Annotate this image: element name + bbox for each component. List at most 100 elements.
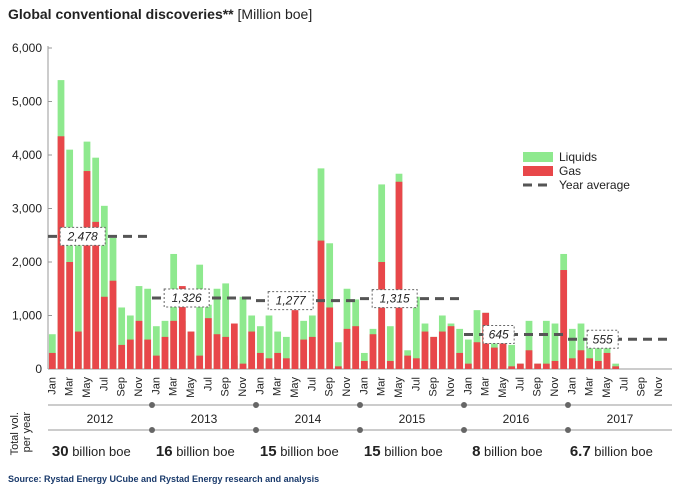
volume-divider-dot: [149, 427, 155, 433]
volume-number: 15: [260, 443, 277, 460]
x-tick-label: Jan: [254, 377, 266, 395]
bar-gas: [57, 136, 65, 369]
x-tick-label: Nov: [445, 377, 457, 397]
bar-gas: [378, 262, 386, 369]
bar-gas: [490, 347, 498, 369]
x-tick-label: Mar: [272, 377, 284, 396]
bar-liquids: [334, 342, 342, 369]
x-tick-label: May: [393, 377, 405, 398]
bar-gas: [412, 358, 420, 369]
bar-gas: [464, 363, 472, 369]
volume-label: 16 billion boe: [156, 443, 235, 460]
volume-label: 6.7 billion boe: [570, 443, 653, 460]
bar-liquids: [265, 315, 273, 369]
year-average-box: [59, 226, 106, 246]
year-average-label: 645: [489, 327, 509, 341]
bar-gas: [525, 350, 533, 369]
volume-unit: billion boe: [591, 444, 653, 459]
year-average-label: 555: [593, 332, 613, 346]
bar-liquids: [473, 310, 481, 369]
year-average-box: [163, 288, 210, 308]
x-tick-label: May: [497, 377, 509, 398]
x-tick-label: Jul: [98, 377, 110, 391]
y-tick-label: 5,000: [12, 95, 42, 109]
bar-liquids: [525, 320, 533, 369]
bar-gas: [542, 363, 550, 369]
x-tick-label: Nov: [341, 377, 353, 397]
volume-number: 8: [472, 443, 480, 460]
bar-gas: [126, 339, 134, 369]
bar-liquids: [118, 307, 126, 369]
x-tick-label: Mar: [64, 377, 76, 396]
bar-gas: [248, 331, 256, 369]
bar-liquids: [274, 331, 282, 369]
volume-label: 30 billion boe: [52, 443, 131, 460]
x-tick-label: Jan: [150, 377, 162, 395]
legend-label-gas: Gas: [559, 164, 581, 178]
year-label: 2016: [503, 412, 530, 426]
bar-gas: [352, 326, 360, 369]
source-note: Source: Rystad Energy UCube and Rystad E…: [8, 474, 320, 484]
y-tick-label: 4,000: [12, 148, 42, 162]
bar-gas: [534, 363, 542, 369]
bar-liquids: [222, 283, 230, 369]
bar-gas: [222, 336, 230, 369]
x-tick-label: Mar: [480, 377, 492, 396]
bar-gas: [612, 366, 620, 369]
year-label: 2015: [399, 412, 426, 426]
bar-gas: [516, 363, 524, 369]
x-tick-label: Nov: [237, 377, 249, 397]
bar-liquids: [508, 344, 516, 369]
x-tick-label: May: [601, 377, 613, 398]
x-tick-label: Jan: [566, 377, 578, 395]
x-tick-label: May: [81, 377, 93, 398]
year-average-label: 1,326: [172, 291, 202, 305]
bar-liquids: [196, 264, 204, 369]
legend-label-liquids: Liquids: [559, 150, 597, 164]
volume-divider-dot: [461, 427, 467, 433]
bar-gas: [386, 360, 394, 369]
year-average-label: 1,315: [380, 292, 410, 306]
bar-gas: [369, 334, 377, 369]
bar-liquids: [213, 288, 221, 369]
x-tick-label: Mar: [168, 377, 180, 396]
x-tick-label: Mar: [376, 377, 388, 396]
year-average-box: [371, 289, 418, 309]
bar-gas: [308, 336, 316, 369]
year-average-label: 1,277: [276, 294, 307, 308]
volume-unit: billion boe: [277, 444, 339, 459]
x-tick-label: Sep: [428, 377, 440, 397]
x-tick-label: Nov: [653, 377, 665, 397]
x-tick-label: Sep: [116, 377, 128, 397]
bar-gas: [265, 358, 273, 369]
bar-gas: [239, 363, 247, 369]
year-divider-dot: [357, 402, 363, 408]
volume-label: 15 billion boe: [364, 443, 443, 460]
x-tick-label: Mar: [584, 377, 596, 396]
bar-gas: [66, 262, 74, 369]
bar-gas: [473, 342, 481, 369]
bar-gas: [404, 355, 412, 369]
bar-gas: [447, 326, 455, 369]
bar-gas: [560, 270, 568, 369]
x-tick-label: May: [289, 377, 301, 398]
bar-gas: [204, 318, 212, 369]
x-tick-label: May: [185, 377, 197, 398]
bar-gas: [274, 352, 282, 369]
bar-gas: [256, 352, 264, 369]
bar-gas: [230, 323, 238, 369]
bar-gas: [594, 360, 602, 369]
bar-liquids: [577, 323, 585, 369]
volume-unit: billion boe: [480, 444, 542, 459]
bar-liquids: [100, 205, 108, 369]
bar-gas: [499, 339, 507, 369]
volume-label: 8 billion boe: [472, 443, 543, 460]
bar-liquids: [551, 323, 559, 369]
volume-axis-label-2: per year: [21, 412, 33, 453]
bar-gas: [334, 366, 342, 369]
y-tick-label: 0: [35, 362, 42, 376]
volume-number: 16: [156, 443, 173, 460]
x-tick-label: Jul: [514, 377, 526, 391]
x-tick-label: Sep: [636, 377, 648, 397]
y-tick-label: 3,000: [12, 202, 42, 216]
